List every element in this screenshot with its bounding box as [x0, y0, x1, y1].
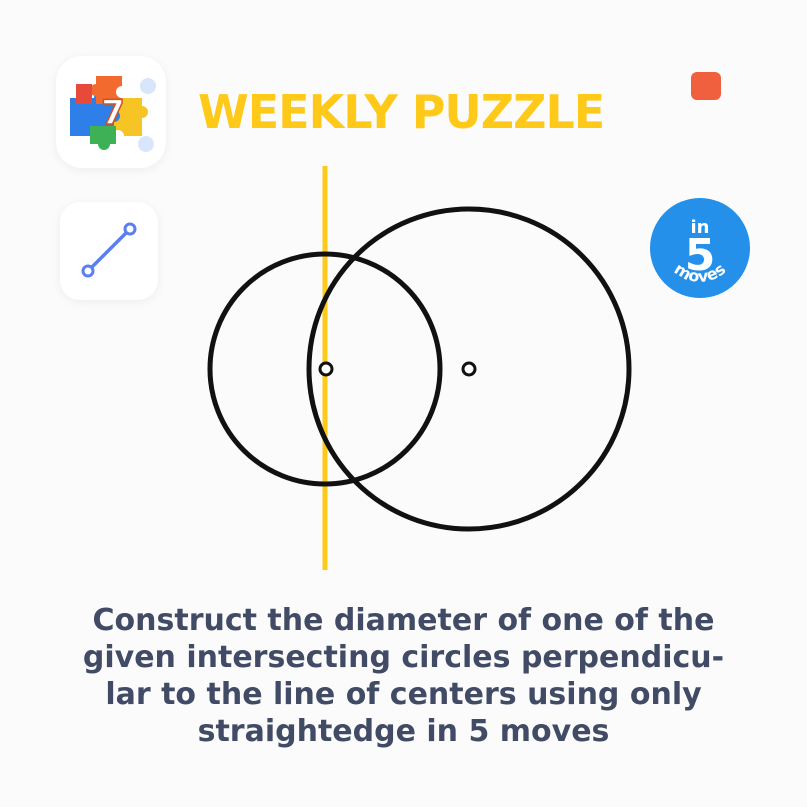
segment-tool-button[interactable]: [60, 202, 158, 300]
page-title: WEEKLY PUZZLE: [198, 85, 605, 139]
large-circle-center-point[interactable]: [461, 361, 477, 377]
puzzle-piece-icon: [70, 76, 156, 152]
app-icon-number: 7: [101, 93, 125, 133]
app-icon: 7: [56, 56, 166, 168]
large-circle[interactable]: [306, 206, 632, 532]
moves-badge-number: 5: [685, 230, 716, 281]
puzzle-instruction: Construct the diameter of one of the giv…: [30, 602, 777, 750]
segment-tool-icon: [81, 222, 137, 278]
instruction-line: given intersecting circles perpendicu-: [82, 640, 725, 675]
instruction-line: lar to the line of centers using only: [105, 677, 702, 712]
small-circle[interactable]: [207, 251, 443, 487]
instruction-line: Construct the diameter of one of the: [92, 603, 715, 638]
moves-badge: in 5 moves: [650, 198, 750, 298]
stop-button[interactable]: [691, 72, 721, 100]
instruction-line: straightedge in 5 moves: [197, 714, 610, 749]
moves-badge-top-label: in: [691, 217, 710, 238]
small-circle-center-point[interactable]: [318, 361, 334, 377]
